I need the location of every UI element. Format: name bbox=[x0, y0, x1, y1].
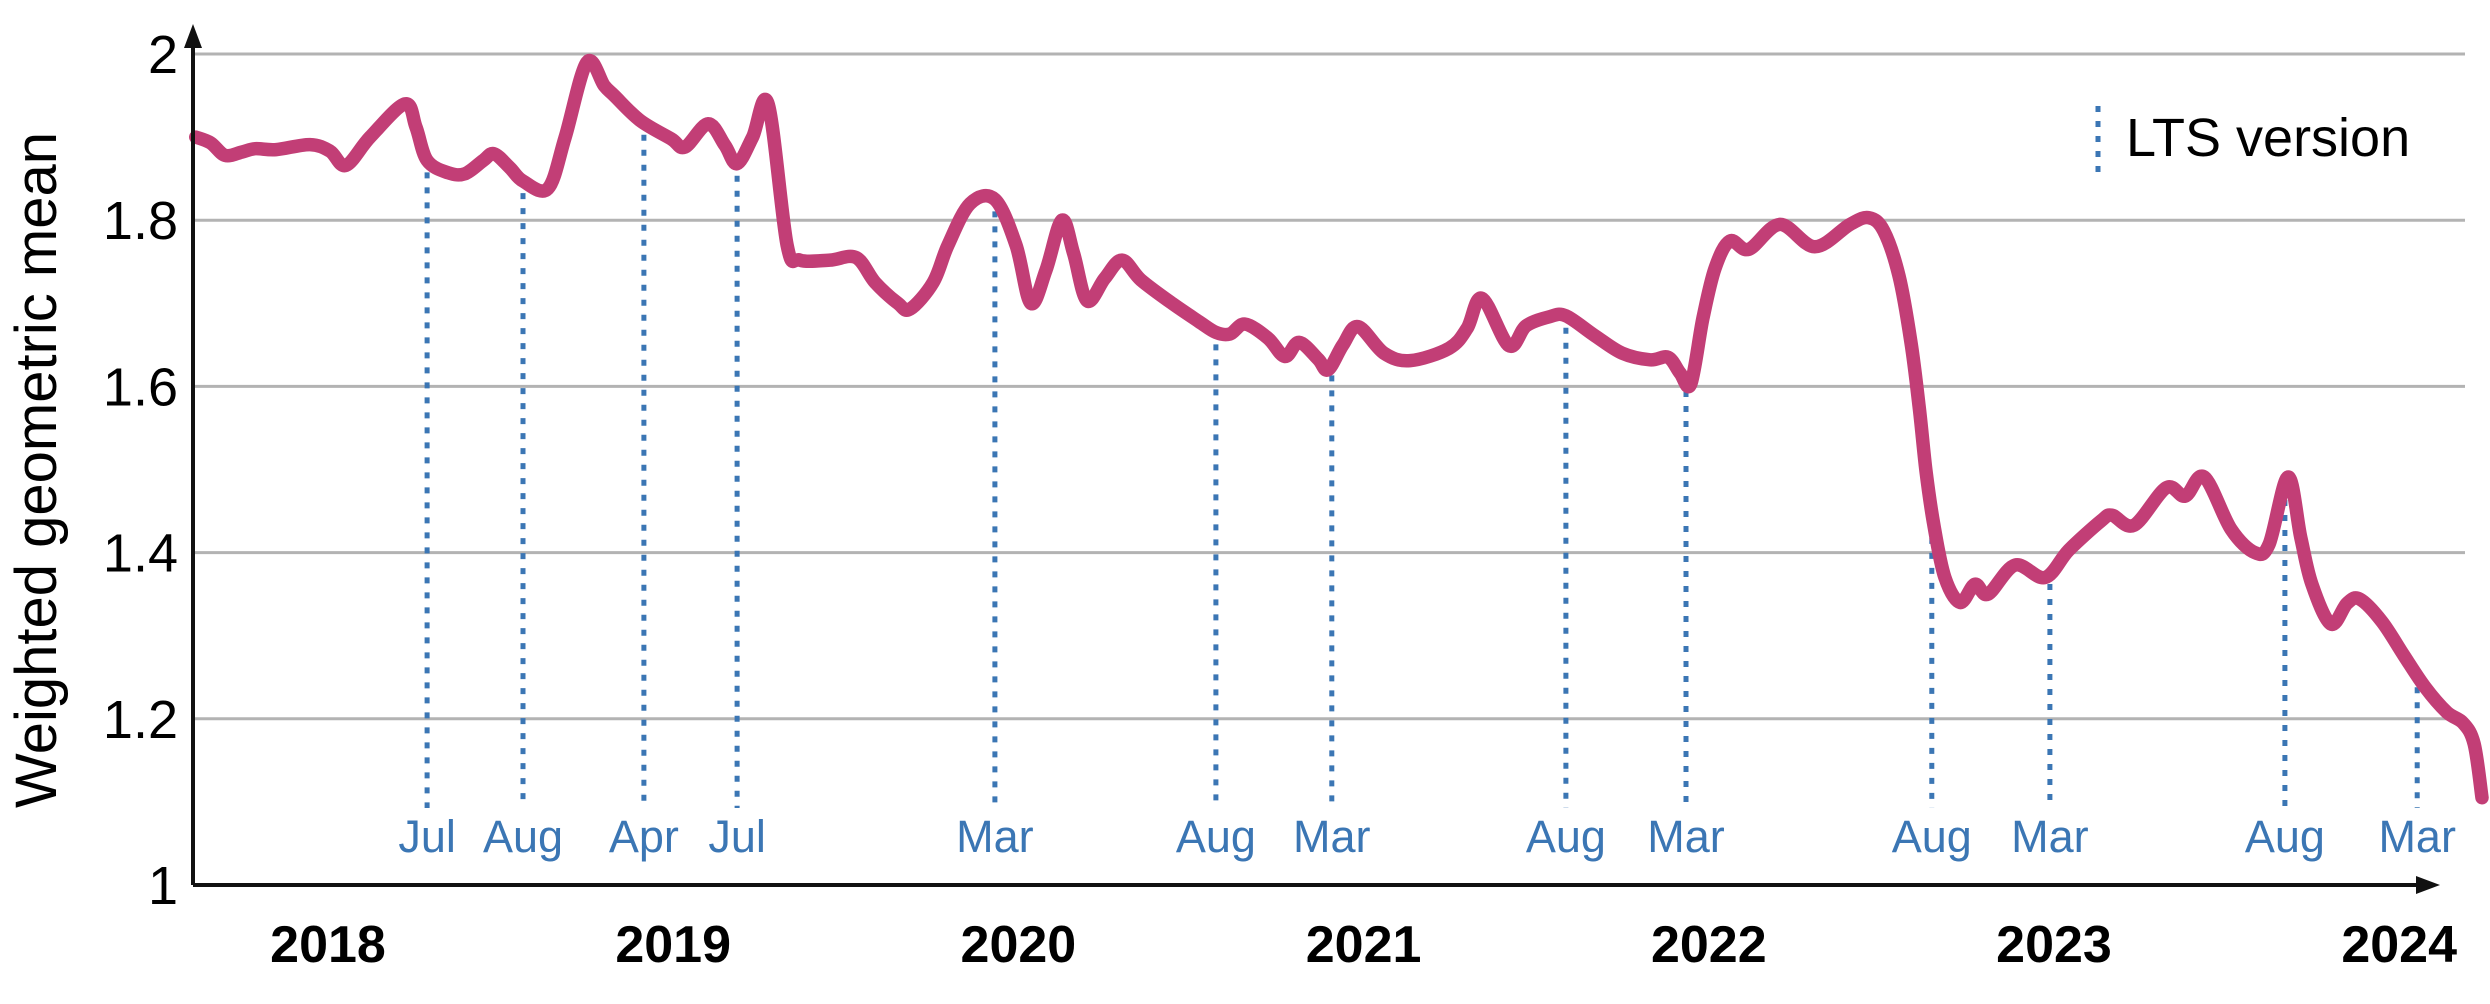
y-tick-label: 1.8 bbox=[103, 191, 178, 251]
x-tick-label: 2020 bbox=[961, 916, 1077, 974]
y-axis-title: Weighted geometric mean bbox=[4, 132, 69, 808]
series-line bbox=[189, 53, 2489, 805]
lts-month-label: Aug bbox=[1176, 811, 1256, 862]
gridlines bbox=[193, 52, 2465, 721]
x-axis-arrow-icon bbox=[2416, 876, 2440, 894]
x-tick-label: 2022 bbox=[1651, 916, 1767, 974]
lts-month-label: Mar bbox=[956, 811, 1034, 862]
lts-month-label: Aug bbox=[483, 811, 563, 862]
y-tick-label: 1 bbox=[148, 856, 178, 916]
lts-release-lines bbox=[424, 134, 2420, 808]
lts-month-label: Aug bbox=[1526, 811, 1606, 862]
legend-label: LTS version bbox=[2126, 108, 2410, 168]
lts-month-label: Aug bbox=[1892, 811, 1972, 862]
lts-month-label: Jul bbox=[398, 811, 456, 862]
y-tick-label: 1.2 bbox=[103, 690, 178, 750]
lts-month-label: Mar bbox=[2011, 811, 2089, 862]
lts-month-label: Mar bbox=[2378, 811, 2456, 862]
x-tick-label: 2018 bbox=[270, 916, 386, 974]
lts-month-label: Aug bbox=[2245, 811, 2325, 862]
x-tick-labels: 2018 2019 2020 2021 2022 2023 2024 bbox=[270, 916, 2457, 974]
y-axis-arrow-icon bbox=[184, 24, 202, 48]
lts-month-label: Mar bbox=[1293, 811, 1371, 862]
legend: LTS version bbox=[2095, 106, 2410, 172]
x-tick-label: 2023 bbox=[1996, 916, 2112, 974]
lts-month-label: Apr bbox=[609, 811, 679, 862]
axes bbox=[184, 24, 2440, 894]
x-tick-label: 2019 bbox=[615, 916, 731, 974]
y-tick-label: 1.6 bbox=[103, 357, 178, 417]
y-tick-label: 1.4 bbox=[103, 524, 178, 584]
lts-month-labels: Jul Aug Apr Jul Mar Aug Mar Aug Mar Aug Mar Aug Mar bbox=[398, 811, 2456, 862]
x-tick-label: 2021 bbox=[1306, 916, 1422, 974]
x-tick-label: 2024 bbox=[2341, 916, 2457, 974]
lts-month-label: Mar bbox=[1647, 811, 1725, 862]
lts-month-label: Jul bbox=[708, 811, 766, 862]
y-tick-label: 2 bbox=[148, 25, 178, 85]
y-tick-labels: 2 1.8 1.6 1.4 1.2 1 bbox=[103, 25, 178, 916]
